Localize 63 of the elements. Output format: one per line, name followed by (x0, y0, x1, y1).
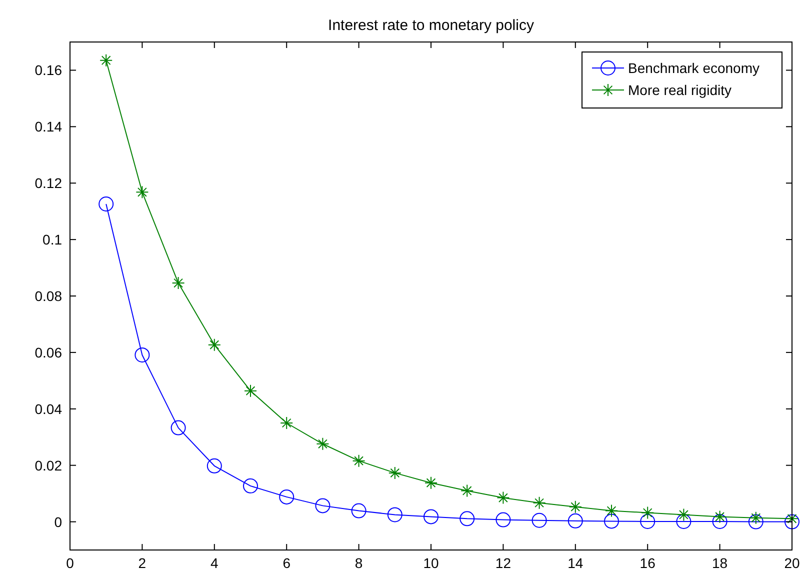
point (748, 514, 764, 530)
point (170, 420, 186, 436)
x-tick-label: 20 (784, 555, 800, 571)
y-tick-label: 0.14 (34, 118, 62, 135)
point (568, 500, 582, 514)
point (460, 484, 474, 498)
point (712, 514, 728, 529)
point (424, 476, 438, 490)
point (172, 276, 185, 290)
point (279, 489, 294, 504)
point (387, 507, 402, 522)
point (496, 512, 511, 528)
point (280, 416, 294, 430)
point (98, 196, 114, 212)
point (424, 509, 438, 524)
point (136, 186, 149, 199)
y-tick-label: 0.16 (34, 62, 62, 78)
point (316, 437, 330, 450)
y-tick-label: 0.02 (34, 457, 62, 474)
point (784, 514, 800, 530)
point (640, 514, 656, 529)
legend-label: More real rigidity (628, 82, 732, 98)
chart-title: Interest rate to monetary policy (328, 17, 534, 34)
point (351, 503, 366, 518)
x-tick-label: 6 (282, 555, 291, 571)
x-tick-label: 4 (210, 555, 218, 571)
legend-label: Benchmark economy (628, 60, 760, 76)
y-tick-label: 0.04 (34, 400, 62, 417)
point (243, 478, 258, 494)
point (100, 54, 113, 67)
point (315, 498, 330, 514)
y-tick-label: 0.06 (34, 344, 62, 360)
point (532, 512, 547, 528)
y-tick-label: 0.1 (42, 232, 62, 248)
x-tick-label: 16 (640, 555, 656, 571)
point (206, 458, 222, 474)
point (676, 514, 692, 529)
point (532, 496, 546, 510)
point (786, 512, 798, 526)
x-tick-label: 0 (66, 555, 74, 571)
point (677, 508, 690, 522)
point (496, 491, 510, 504)
x-tick-label: 10 (423, 555, 439, 571)
y-tick-label: 0.08 (34, 288, 62, 304)
x-tick-label: 8 (354, 555, 363, 571)
point (604, 514, 619, 529)
point (244, 384, 257, 398)
point (352, 454, 366, 468)
point (641, 506, 654, 520)
x-tick-label: 12 (495, 555, 512, 571)
point (605, 504, 618, 518)
point (460, 511, 475, 526)
point (749, 511, 762, 524)
x-tick-label: 18 (712, 555, 728, 571)
point (208, 338, 221, 352)
x-tick-label: 2 (138, 555, 146, 571)
x-tick-label: 14 (568, 555, 584, 571)
point (134, 347, 150, 362)
point (713, 510, 726, 524)
y-tick-label: 0 (54, 514, 62, 530)
point (388, 466, 402, 480)
y-tick-label: 0.12 (34, 175, 62, 192)
point (568, 513, 583, 528)
